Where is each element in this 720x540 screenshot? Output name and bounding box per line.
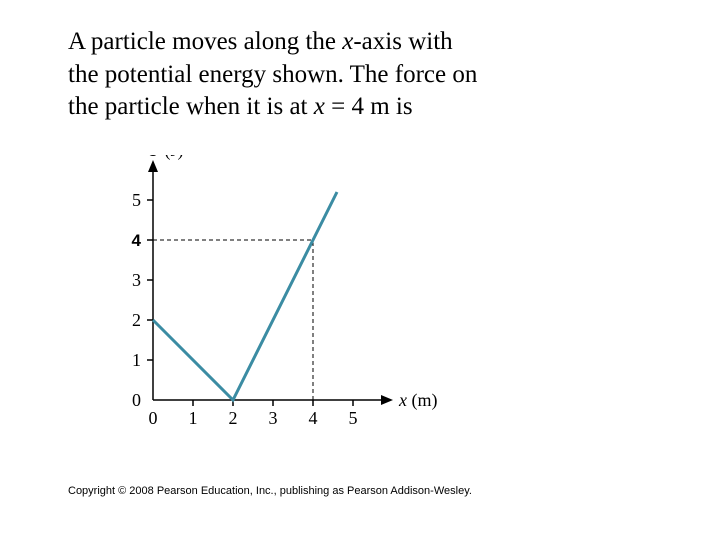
q-line2: the potential energy shown. The force on: [68, 61, 477, 88]
svg-text:5: 5: [132, 190, 141, 210]
q-line3-pre: the particle when it is at: [68, 93, 314, 120]
q-line1-post: -axis with: [353, 28, 452, 55]
svg-text:4: 4: [309, 408, 318, 428]
question-text: A particle moves along the x-axis with t…: [68, 26, 568, 124]
chart-svg: 0 1 2 3 4 5 0 1 2 3 4 5 U (J) x (m): [98, 155, 448, 445]
svg-text:0: 0: [132, 390, 141, 410]
potential-energy-chart: 0 1 2 3 4 5 0 1 2 3 4 5 U (J) x (m): [98, 155, 448, 445]
q-line1-var: x: [342, 28, 353, 55]
svg-text:3: 3: [132, 270, 141, 290]
svg-text:2: 2: [229, 408, 238, 428]
svg-text:0: 0: [149, 408, 158, 428]
copyright-text: Copyright © 2008 Pearson Education, Inc.…: [68, 485, 472, 497]
svg-text:1: 1: [132, 350, 141, 370]
svg-text:4: 4: [132, 231, 142, 250]
svg-text:x (m): x (m): [398, 390, 438, 411]
q-line3-var: x: [314, 93, 325, 120]
q-line1-pre: A particle moves along the: [68, 28, 342, 55]
svg-text:5: 5: [349, 408, 358, 428]
q-line3-post: = 4 m is: [325, 93, 413, 120]
svg-text:U (J): U (J): [147, 155, 184, 161]
svg-text:2: 2: [132, 310, 141, 330]
svg-text:3: 3: [269, 408, 278, 428]
svg-text:1: 1: [189, 408, 198, 428]
